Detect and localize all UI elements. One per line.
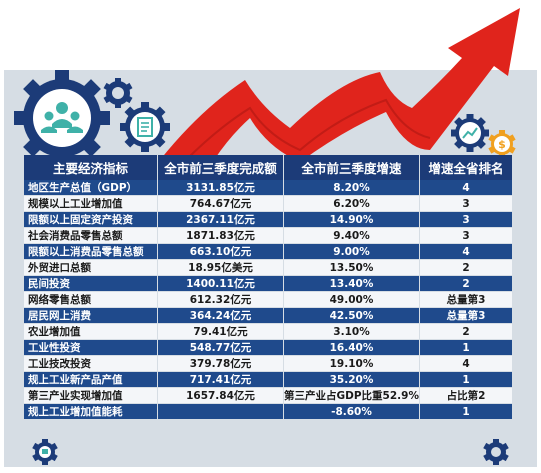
cell-rank: 3: [420, 196, 512, 212]
header-growth: 全市前三季度增速: [284, 155, 420, 180]
cell-amount: 364.24亿元: [158, 308, 284, 324]
rising-arrow-icon: [160, 8, 520, 162]
cell-growth: 13.50%: [284, 260, 420, 276]
table-row: 农业增加值 79.41亿元 3.10% 2: [24, 324, 512, 340]
table-row: 限额以上固定资产投资 2367.11亿元 14.90% 3: [24, 212, 512, 228]
cell-growth: 14.90%: [284, 212, 420, 228]
header-amount: 全市前三季度完成额: [158, 155, 284, 180]
cell-indicator-name: 工业技改投资: [24, 356, 158, 372]
table-row: 第三产业实现增加值 1657.84亿元 第三产业占GDP比重52.9% 占比第2: [24, 388, 512, 404]
cell-growth: 16.40%: [284, 340, 420, 356]
cell-amount: 79.41亿元: [158, 324, 284, 340]
cell-rank: 3: [420, 228, 512, 244]
cell-growth: 13.40%: [284, 276, 420, 292]
cell-indicator-name: 规模以上工业增加值: [24, 196, 158, 212]
cell-rank: 4: [420, 180, 512, 196]
cell-amount: 1400.11亿元: [158, 276, 284, 292]
cell-growth: 49.00%: [284, 292, 420, 308]
cell-amount: 548.77亿元: [158, 340, 284, 356]
cell-growth: 3.10%: [284, 324, 420, 340]
cell-indicator-name: 网络零售总额: [24, 292, 158, 308]
cell-growth: -8.60%: [284, 404, 420, 420]
table-row: 工业技改投资 379.78亿元 19.10% 4: [24, 356, 512, 372]
cell-growth: 8.20%: [284, 180, 420, 196]
cell-amount: 379.78亿元: [158, 356, 284, 372]
cell-indicator-name: 居民网上消费: [24, 308, 158, 324]
cell-rank: 1: [420, 372, 512, 388]
cell-rank: 2: [420, 276, 512, 292]
cell-rank: 3: [420, 212, 512, 228]
cell-growth: 第三产业占GDP比重52.9%: [284, 388, 420, 404]
cell-indicator-name: 民间投资: [24, 276, 158, 292]
cell-indicator-name: 工业性投资: [24, 340, 158, 356]
cell-indicator-name: 社会消费品零售总额: [24, 228, 158, 244]
cell-amount: 1871.83亿元: [158, 228, 284, 244]
cell-amount: [158, 404, 284, 420]
cell-amount: 18.95亿美元: [158, 260, 284, 276]
cell-growth: 9.40%: [284, 228, 420, 244]
cell-growth: 19.10%: [284, 356, 420, 372]
cell-rank: 2: [420, 324, 512, 340]
table-row: 外贸进口总额 18.95亿美元 13.50% 2: [24, 260, 512, 276]
cell-indicator-name: 外贸进口总额: [24, 260, 158, 276]
table-row: 居民网上消费 364.24亿元 42.50% 总量第3: [24, 308, 512, 324]
cell-indicator-name: 限额以上消费品零售总额: [24, 244, 158, 260]
table-body: 地区生产总值（GDP） 3131.85亿元 8.20% 4 规模以上工业增加值 764.6…: [24, 180, 512, 420]
table-header-row: 主要经济指标 全市前三季度完成额 全市前三季度增速 增速全省排名: [24, 155, 512, 180]
table-row: 规上工业增加值能耗 -8.60% 1: [24, 404, 512, 420]
header-rank: 增速全省排名: [420, 155, 512, 180]
cell-amount: 764.67亿元: [158, 196, 284, 212]
indicators-table: 主要经济指标 全市前三季度完成额 全市前三季度增速 增速全省排名 地区生产总值（…: [24, 155, 512, 420]
cell-rank: 1: [420, 404, 512, 420]
small-gear-icon: [103, 78, 133, 108]
table-row: 社会消费品零售总额 1871.83亿元 9.40% 3: [24, 228, 512, 244]
cell-amount: 1657.84亿元: [158, 388, 284, 404]
table-row: 地区生产总值（GDP） 3131.85亿元 8.20% 4: [24, 180, 512, 196]
dollar-gear-icon: $: [488, 130, 516, 158]
cell-rank: 总量第3: [420, 308, 512, 324]
table-row: 网络零售总额 612.32亿元 49.00% 总量第3: [24, 292, 512, 308]
cell-rank: 总量第3: [420, 292, 512, 308]
cell-rank: 1: [420, 340, 512, 356]
cell-rank: 4: [420, 244, 512, 260]
cell-amount: 2367.11亿元: [158, 212, 284, 228]
bottom-left-gear-icon: [32, 439, 58, 465]
cell-indicator-name: 农业增加值: [24, 324, 158, 340]
document-gear-icon: [120, 102, 170, 152]
cell-indicator-name: 规上工业增加值能耗: [24, 404, 158, 420]
svg-text:$: $: [498, 138, 506, 151]
cell-growth: 6.20%: [284, 196, 420, 212]
gear-team-icon: [14, 70, 110, 166]
cell-amount: 717.41亿元: [158, 372, 284, 388]
table-row: 规上工业新产品产值 717.41亿元 35.20% 1: [24, 372, 512, 388]
table-row: 工业性投资 548.77亿元 16.40% 1: [24, 340, 512, 356]
chart-gear-icon: [451, 114, 489, 152]
cell-indicator-name: 地区生产总值（GDP）: [24, 180, 158, 196]
cell-growth: 42.50%: [284, 308, 420, 324]
cell-rank: 2: [420, 260, 512, 276]
table-row: 民间投资 1400.11亿元 13.40% 2: [24, 276, 512, 292]
header-indicator: 主要经济指标: [24, 155, 158, 180]
cell-amount: 612.32亿元: [158, 292, 284, 308]
cell-indicator-name: 第三产业实现增加值: [24, 388, 158, 404]
cell-rank: 占比第2: [420, 388, 512, 404]
bottom-right-gear-icon: [483, 439, 509, 465]
cell-amount: 3131.85亿元: [158, 180, 284, 196]
table-row: 规模以上工业增加值 764.67亿元 6.20% 3: [24, 196, 512, 212]
cell-indicator-name: 规上工业新产品产值: [24, 372, 158, 388]
cell-growth: 35.20%: [284, 372, 420, 388]
cell-amount: 663.10亿元: [158, 244, 284, 260]
table-row: 限额以上消费品零售总额 663.10亿元 9.00% 4: [24, 244, 512, 260]
cell-growth: 9.00%: [284, 244, 420, 260]
cell-indicator-name: 限额以上固定资产投资: [24, 212, 158, 228]
cell-rank: 4: [420, 356, 512, 372]
